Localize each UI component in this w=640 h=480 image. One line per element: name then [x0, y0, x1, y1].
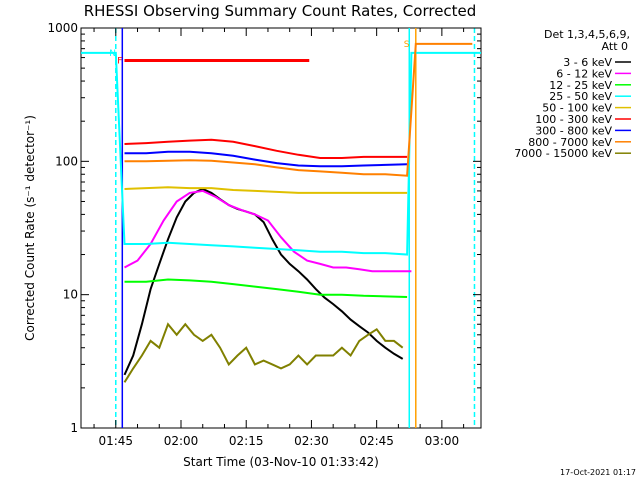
series-line-8 — [123, 322, 404, 383]
legend-header-line2: Att 0 — [602, 40, 628, 53]
x-tick-label-1: 02:00 — [164, 434, 199, 448]
legend-item-label-7: 800 - 7000 keV — [528, 136, 612, 149]
legend-item-label-3: 25 - 50 keV — [549, 90, 612, 103]
flags-layer: FN S — [109, 40, 409, 67]
legend-item-label-1: 6 - 12 keV — [556, 67, 612, 80]
flag-label-2: S — [404, 40, 410, 50]
y-tick-label-1: 10 — [63, 288, 78, 302]
series-line-2 — [124, 278, 408, 298]
x-tick-label-0: 01:45 — [98, 434, 133, 448]
series-layer — [81, 42, 481, 383]
x-tick-label-2: 02:15 — [229, 434, 264, 448]
chart-title: RHESSI Observing Summary Count Rates, Co… — [84, 2, 477, 20]
y-tick-label-2: 100 — [55, 154, 78, 168]
series-line-5 — [124, 138, 408, 159]
series-line-1 — [124, 189, 412, 273]
legend-item-label-0: 3 - 6 keV — [563, 56, 612, 69]
series-line-4 — [124, 186, 408, 194]
y-tick-label-3: 1000 — [47, 21, 78, 35]
x-tick-label-4: 02:45 — [359, 434, 394, 448]
legend-item-label-8: 7000 - 15000 keV — [514, 147, 612, 160]
legend-item-label-5: 100 - 300 keV — [535, 113, 612, 126]
x-axis: 01:45 02:00 02:15 02:30 02:45 03:00 — [93, 28, 465, 448]
flag-label-0: F — [117, 57, 122, 67]
footer-timestamp: 17-Oct-2021 01:17 — [560, 468, 636, 477]
x-tick-label-3: 02:30 — [294, 434, 329, 448]
flag-label-1: N — [109, 49, 116, 59]
legend-item-label-4: 50 - 100 keV — [542, 102, 612, 115]
legend-header-line1: Det 1,3,4,5,6,9, — [544, 28, 630, 41]
series-line-7 — [124, 42, 473, 177]
legend-item-label-2: 12 - 25 keV — [549, 79, 612, 92]
vertical-markers — [115, 28, 476, 428]
series-line-3 — [81, 51, 481, 256]
y-axis-label: Corrected Count Rate (s⁻¹ detector⁻¹) — [23, 115, 37, 341]
x-tick-label-5: 03:00 — [425, 434, 460, 448]
y-axis: 1 10 100 1000 — [47, 21, 481, 435]
y-tick-label-0: 1 — [70, 421, 78, 435]
series-line-0 — [123, 187, 404, 376]
plot-frame — [80, 27, 482, 429]
x-axis-label: Start Time (03-Nov-10 01:33:42) — [183, 455, 379, 469]
legend-item-label-6: 300 - 800 keV — [535, 124, 612, 137]
series-line-6 — [124, 150, 408, 168]
